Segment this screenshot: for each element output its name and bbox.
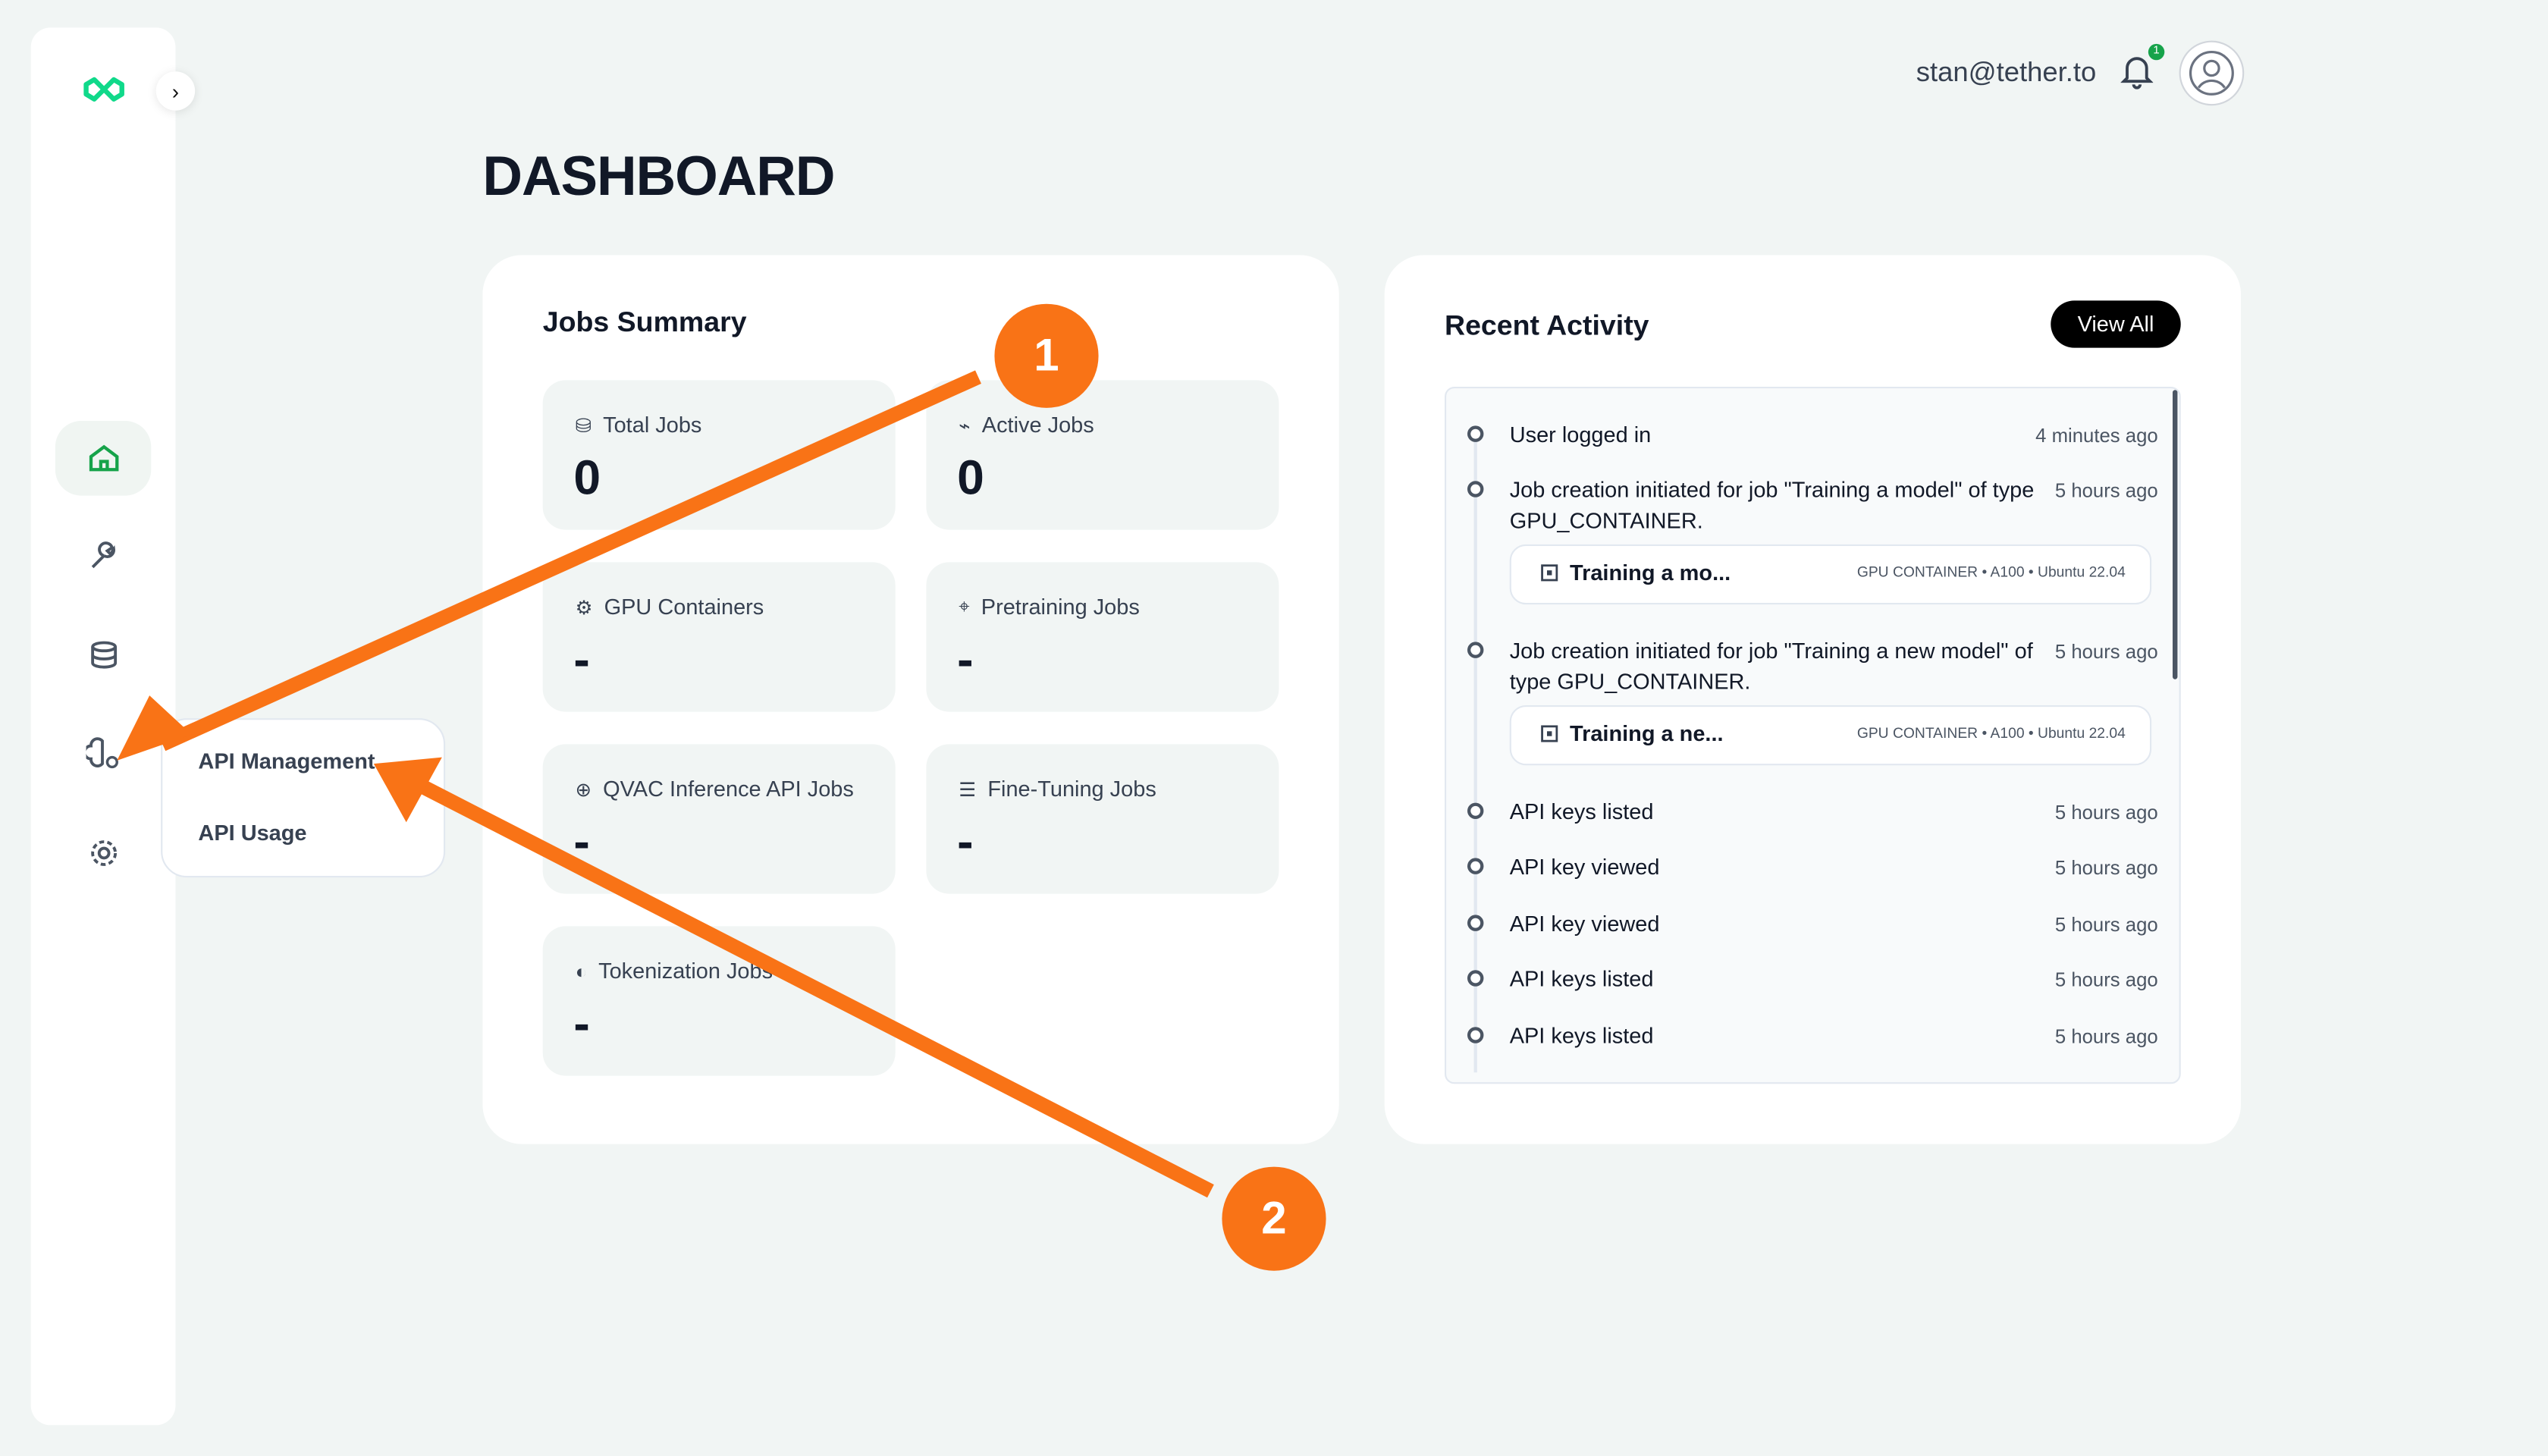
database-icon — [90, 641, 116, 669]
page-title: DASHBOARD — [482, 146, 835, 209]
stat-label: ⌁ Active Jobs — [959, 413, 1094, 437]
recent-activity-title: Recent Activity — [1445, 309, 1649, 341]
stat-value: - — [573, 633, 590, 688]
activity-text: API keys listed — [1509, 1024, 1654, 1049]
timeline-dot — [1467, 802, 1484, 819]
timeline-dot — [1467, 642, 1484, 658]
sidebar-item-home[interactable] — [55, 421, 152, 496]
scrollbar[interactable] — [2173, 390, 2178, 679]
job-meta: GPU CONTAINER • A100 • Ubuntu 22.04 — [1856, 563, 2126, 580]
sidebar-item-storage[interactable] — [55, 617, 151, 692]
stat-value: - — [957, 815, 974, 870]
bell-icon[interactable] — [2120, 54, 2154, 89]
stat-label-text: Fine-Tuning Jobs — [987, 777, 1156, 802]
stat-icon: ⛁ — [575, 413, 592, 437]
stat-label: ⊕ QVAC Inference API Jobs — [576, 777, 854, 801]
stat-card[interactable]: ⚙ GPU Containers - — [542, 562, 896, 712]
stat-card[interactable]: ⌖ Pretraining Jobs - — [926, 562, 1279, 712]
submenu-api-management[interactable]: API Management — [198, 748, 375, 774]
activity-time: 5 hours ago — [2054, 1025, 2158, 1049]
activity-text: API keys listed — [1509, 967, 1654, 992]
stat-label-text: GPU Containers — [604, 595, 764, 620]
stat-card[interactable]: ⌁ Active Jobs 0 — [926, 380, 1279, 530]
step-2-marker: 2 — [1222, 1166, 1326, 1271]
step-1-marker: 1 — [994, 303, 1099, 408]
stat-icon: ⌖ — [959, 595, 970, 618]
user-email: stan@tether.to — [1916, 57, 2097, 88]
stat-icon: ◐ — [575, 959, 588, 983]
user-icon — [2189, 50, 2234, 96]
stat-label-text: QVAC Inference API Jobs — [603, 777, 854, 802]
activity-time: 5 hours ago — [2054, 913, 2158, 937]
activity-text: API key viewed — [1509, 855, 1660, 880]
wrench-icon — [90, 541, 115, 569]
activity-time: 5 hours ago — [2054, 640, 2158, 664]
settings-icon — [90, 840, 116, 866]
home-icon — [88, 444, 118, 472]
stat-card[interactable]: ⊕ QVAC Inference API Jobs - — [542, 744, 896, 894]
activity-text: Job creation initiated for job "Training… — [1509, 639, 2033, 694]
stat-label: ⚙ GPU Containers — [576, 595, 764, 619]
jobs-summary-title: Jobs Summary — [542, 305, 747, 338]
activity-time: 4 minutes ago — [2035, 424, 2158, 447]
brain-gear-icon — [85, 737, 118, 769]
job-meta: GPU CONTAINER • A100 • Ubuntu 22.04 — [1856, 724, 2126, 742]
stat-value: 0 — [573, 451, 601, 506]
timeline-dot — [1467, 858, 1484, 874]
activity-text: API key viewed — [1509, 912, 1660, 937]
stat-label-text: Total Jobs — [603, 413, 702, 438]
activity-text: User logged in — [1509, 422, 1652, 447]
stat-label-text: Pretraining Jobs — [981, 595, 1140, 620]
api-submenu: API Management API Usage — [161, 718, 446, 878]
arrow-1-head — [117, 695, 192, 761]
timeline-dot — [1467, 915, 1484, 931]
stat-label-text: Active Jobs — [981, 413, 1094, 438]
chip-icon — [1541, 725, 1558, 742]
notification-badge: 1 — [2148, 43, 2165, 61]
stat-icon: ⊕ — [575, 777, 592, 801]
stat-card[interactable]: ⛁ Total Jobs 0 — [542, 380, 896, 530]
stat-label: ⛁ Total Jobs — [576, 413, 702, 437]
stat-label: ⌖ Pretraining Jobs — [959, 595, 1140, 619]
timeline-dot — [1467, 1027, 1484, 1043]
activity-time: 5 hours ago — [2054, 801, 2158, 824]
stat-label: ◐ Tokenization Jobs — [576, 959, 774, 983]
stat-icon: ⚙ — [575, 595, 593, 619]
stat-icon: ⌁ — [959, 413, 971, 437]
stat-icon: ☰ — [959, 777, 977, 801]
stat-value: 0 — [957, 451, 984, 506]
activity-time: 5 hours ago — [2054, 856, 2158, 880]
sidebar-item-tools[interactable] — [55, 519, 151, 594]
timeline-dot — [1467, 425, 1484, 442]
activity-time: 5 hours ago — [2054, 479, 2158, 503]
arrow-2-head — [373, 757, 442, 823]
sidebar-item-api[interactable] — [55, 717, 151, 792]
chip-icon — [1541, 564, 1558, 582]
stat-card[interactable]: ☰ Fine-Tuning Jobs - — [926, 744, 1279, 894]
activity-text: API keys listed — [1509, 799, 1654, 824]
arrow-2-line — [416, 778, 1214, 1198]
expand-sidebar-button[interactable]: › — [155, 71, 196, 111]
timeline-dot — [1467, 970, 1484, 987]
avatar[interactable] — [2179, 40, 2245, 106]
timeline-line — [1473, 425, 1477, 1073]
stat-value: - — [957, 633, 974, 688]
submenu-api-usage[interactable]: API Usage — [198, 821, 307, 846]
logo-icon — [83, 77, 124, 102]
stat-value: - — [573, 997, 590, 1052]
stat-value: - — [573, 815, 590, 870]
view-all-button[interactable]: View All — [2051, 300, 2181, 348]
sidebar-item-settings[interactable] — [55, 816, 151, 891]
activity-time: 5 hours ago — [2054, 968, 2158, 992]
job-name: Training a ne... — [1570, 721, 1724, 746]
arrow-1-line — [159, 370, 981, 752]
job-name: Training a mo... — [1570, 560, 1731, 585]
job-chip[interactable]: Training a mo... GPU CONTAINER • A100 • U… — [1509, 544, 2152, 605]
job-chip[interactable]: Training a ne... GPU CONTAINER • A100 • U… — [1509, 705, 2152, 766]
timeline-dot — [1467, 481, 1484, 497]
activity-text: Job creation initiated for job "Training… — [1509, 478, 2035, 533]
stat-label: ☰ Fine-Tuning Jobs — [959, 777, 1156, 801]
stat-label-text: Tokenization Jobs — [598, 959, 774, 984]
